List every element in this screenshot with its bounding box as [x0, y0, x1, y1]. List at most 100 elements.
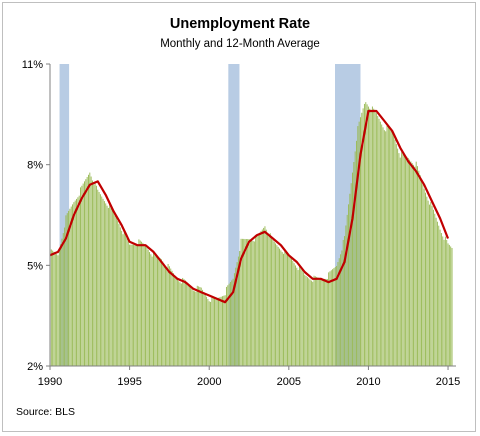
monthly-bar	[352, 172, 353, 366]
monthly-bar	[285, 250, 287, 366]
recession-band-1	[228, 64, 240, 366]
monthly-bar	[219, 297, 221, 366]
monthly-bar	[284, 248, 286, 366]
monthly-bar	[90, 176, 92, 366]
monthly-bar	[212, 296, 214, 366]
x-tick-label: 2005	[277, 376, 301, 388]
monthly-bar	[326, 278, 328, 366]
monthly-bar	[393, 135, 395, 366]
monthly-bar	[288, 254, 290, 366]
monthly-bar	[338, 258, 340, 366]
monthly-bar	[382, 127, 384, 366]
monthly-bar	[290, 258, 292, 366]
monthly-bar	[330, 270, 332, 366]
monthly-bar	[423, 188, 425, 366]
monthly-bar	[428, 204, 430, 366]
monthly-bar	[447, 243, 449, 366]
monthly-bar	[98, 191, 100, 366]
monthly-bar	[187, 283, 189, 366]
monthly-bar	[236, 262, 238, 366]
monthly-bar	[446, 239, 448, 366]
monthly-bar	[143, 244, 145, 366]
monthly-bar	[154, 253, 156, 366]
monthly-bar	[451, 247, 453, 366]
monthly-bar	[334, 267, 336, 366]
monthly-bar	[272, 240, 274, 366]
monthly-bar	[97, 189, 99, 366]
monthly-bar	[93, 184, 95, 366]
monthly-bar	[50, 249, 52, 366]
monthly-bar	[70, 206, 72, 366]
monthly-bar	[298, 265, 300, 366]
monthly-bar	[448, 244, 450, 366]
monthly-bar	[105, 203, 107, 366]
recession-band-0	[59, 64, 70, 366]
x-tick-label: 1990	[38, 376, 62, 388]
monthly-bar	[431, 205, 433, 366]
monthly-bar	[389, 128, 391, 366]
monthly-bar	[206, 296, 208, 366]
monthly-bar	[142, 242, 144, 366]
monthly-bar	[383, 130, 385, 366]
monthly-bar	[379, 121, 381, 367]
monthly-bar	[194, 291, 196, 366]
monthly-bar	[370, 110, 372, 367]
monthly-bar	[378, 118, 380, 367]
monthly-bar	[276, 245, 278, 366]
monthly-bar	[224, 295, 226, 366]
monthly-bar	[279, 248, 281, 366]
monthly-bar	[406, 156, 408, 366]
monthly-bar	[261, 229, 263, 366]
monthly-bar	[237, 256, 239, 366]
monthly-bar	[280, 250, 282, 366]
monthly-bar	[52, 250, 54, 366]
monthly-bar	[440, 233, 442, 366]
monthly-bar	[196, 285, 198, 366]
monthly-bar	[214, 297, 216, 366]
monthly-bar	[321, 278, 323, 366]
monthly-bar	[178, 281, 180, 366]
x-tick-label: 2000	[197, 376, 221, 388]
monthly-bar	[216, 298, 218, 366]
source-note: Source: BLS	[16, 406, 75, 418]
monthly-bar	[72, 204, 74, 366]
monthly-bar	[381, 124, 383, 367]
monthly-bar	[354, 151, 356, 366]
monthly-bar	[77, 197, 79, 366]
monthly-bar	[220, 296, 222, 366]
monthly-bar	[438, 225, 440, 366]
monthly-bar	[86, 176, 88, 366]
monthly-bar	[320, 278, 322, 366]
monthly-bar	[82, 183, 84, 366]
x-tick-label: 2015	[436, 376, 460, 388]
monthly-bar	[227, 285, 229, 366]
monthly-bar	[245, 239, 247, 366]
monthly-bar	[222, 296, 223, 366]
monthly-bar	[155, 254, 157, 366]
chart-title: Unemployment Rate	[169, 16, 311, 32]
monthly-bar	[263, 227, 265, 366]
monthly-bar	[247, 239, 249, 366]
monthly-bar	[251, 240, 253, 366]
monthly-bar	[297, 270, 299, 366]
monthly-bar	[277, 246, 279, 366]
monthly-bar	[260, 231, 262, 366]
monthly-bar	[302, 272, 304, 366]
monthly-bar	[202, 289, 204, 366]
monthly-bar	[123, 230, 125, 366]
monthly-bar	[73, 202, 75, 366]
monthly-bar	[341, 250, 343, 366]
monthly-bar	[435, 217, 437, 366]
monthly-bar	[283, 253, 284, 366]
monthly-bar	[215, 297, 217, 366]
monthly-bar	[207, 299, 209, 366]
monthly-bar	[103, 201, 105, 366]
monthly-bar	[125, 234, 127, 366]
monthly-bar	[312, 281, 314, 366]
monthly-bar	[240, 238, 242, 366]
monthly-bar	[259, 232, 261, 366]
monthly-bar	[233, 273, 235, 366]
monthly-bar	[192, 290, 194, 366]
monthly-bar	[76, 198, 78, 366]
chart-subtitle: Monthly and 12-Month Average	[160, 38, 320, 50]
